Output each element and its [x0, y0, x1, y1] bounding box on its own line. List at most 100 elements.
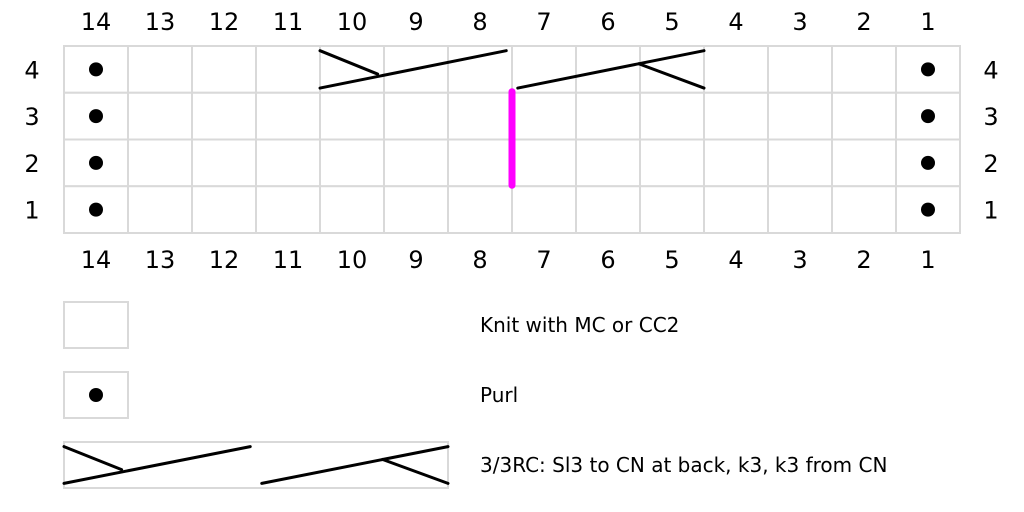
chart-cell	[511, 91, 577, 141]
col-number-top: 12	[209, 8, 240, 36]
col-number-top: 2	[856, 8, 871, 36]
col-number-top: 4	[728, 8, 743, 36]
legend: Knit with MC or CC2 Purl 3/3RC: Sl3 to CN …	[62, 301, 887, 489]
col-number-bottom: 5	[664, 246, 679, 274]
col-number-top: 7	[536, 8, 551, 36]
chart-cell	[703, 138, 769, 188]
chart-cell	[191, 138, 257, 188]
chart-cell	[703, 91, 769, 141]
col-number-top: 8	[472, 8, 487, 36]
chart-cell	[127, 185, 193, 234]
purl-dot	[89, 109, 103, 124]
chart-cell	[255, 185, 321, 234]
chart-cell	[703, 45, 769, 94]
chart-cell	[575, 138, 641, 188]
legend-swatch	[63, 301, 129, 349]
chart-cell	[703, 185, 769, 234]
chart-cell	[511, 45, 577, 94]
chart-cell	[447, 185, 513, 234]
chart-cell	[639, 138, 705, 188]
legend-label: Knit with MC or CC2	[480, 313, 679, 337]
col-number-bottom: 3	[792, 246, 807, 274]
col-number-bottom: 10	[337, 246, 368, 274]
col-number-bottom: 14	[81, 246, 112, 274]
chart-cell	[255, 138, 321, 188]
col-number-top: 14	[81, 8, 112, 36]
chart-cell	[127, 91, 193, 141]
chart-cell	[127, 45, 193, 94]
col-number-bottom: 6	[600, 246, 615, 274]
chart-cell	[831, 185, 897, 234]
row-number-left: 4	[24, 56, 39, 84]
chart-cell	[447, 138, 513, 188]
purl-dot	[921, 62, 935, 77]
col-number-bottom: 2	[856, 246, 871, 274]
row-number-right: 2	[983, 150, 998, 178]
col-number-top: 10	[337, 8, 368, 36]
chart-cell	[767, 45, 833, 94]
chart-cell	[191, 185, 257, 234]
purl-dot	[89, 155, 103, 170]
chart-cell	[575, 91, 641, 141]
purl-dot	[921, 202, 935, 217]
chart-cell	[447, 45, 513, 94]
legend-item: Knit with MC or CC2	[63, 301, 679, 349]
col-number-top: 5	[664, 8, 679, 36]
row-number-right: 4	[983, 56, 998, 84]
legend-swatch	[63, 441, 449, 489]
chart-cell	[191, 91, 257, 141]
purl-dot	[921, 109, 935, 124]
col-number-bottom: 4	[728, 246, 743, 274]
chart-cell	[255, 45, 321, 94]
chart-cell	[319, 185, 385, 234]
chart-symbols	[89, 49, 935, 217]
col-number-bottom: 7	[536, 246, 551, 274]
col-number-top: 11	[273, 8, 304, 36]
col-number-top: 1	[920, 8, 935, 36]
chart-cell	[191, 45, 257, 94]
legend-item: 3/3RC: Sl3 to CN at back, k3, k3 from CN	[62, 441, 887, 489]
col-number-top: 13	[145, 8, 176, 36]
chart-cell	[575, 185, 641, 234]
chart-cell	[767, 91, 833, 141]
chart-cell	[639, 91, 705, 141]
row-number-left: 2	[24, 150, 39, 178]
legend-item: Purl	[63, 371, 518, 419]
legend-label: Purl	[480, 383, 518, 407]
chart-cell	[831, 91, 897, 141]
chart-cell	[895, 45, 961, 94]
col-number-top: 3	[792, 8, 807, 36]
purl-dot	[921, 155, 935, 170]
chart-cell	[255, 91, 321, 141]
chart-cell	[639, 185, 705, 234]
chart-cell	[511, 185, 577, 234]
chart-cell	[767, 138, 833, 188]
row-number-left: 3	[24, 103, 39, 131]
chart-cell	[767, 185, 833, 234]
col-number-top: 9	[408, 8, 423, 36]
row-number-right: 3	[983, 103, 998, 131]
chart-cell	[831, 138, 897, 188]
chart-cell	[831, 45, 897, 94]
chart-cell	[127, 138, 193, 188]
col-number-bottom: 1	[920, 246, 935, 274]
row-number-right: 1	[983, 197, 998, 225]
purl-dot	[89, 202, 103, 217]
cable-symbol	[318, 49, 706, 90]
row-number-left: 1	[24, 197, 39, 225]
col-number-bottom: 8	[472, 246, 487, 274]
chart-cell	[319, 91, 385, 141]
chart-grid	[63, 45, 961, 234]
chart-cell	[383, 185, 449, 234]
legend-cable-symbol	[62, 445, 450, 485]
legend-label: 3/3RC: Sl3 to CN at back, k3, k3 from CN	[480, 453, 887, 477]
chart-cell	[511, 138, 577, 188]
col-number-top: 6	[600, 8, 615, 36]
col-number-bottom: 11	[273, 246, 304, 274]
col-number-bottom: 13	[145, 246, 176, 274]
col-number-bottom: 9	[408, 246, 423, 274]
legend-purl-dot	[89, 388, 103, 402]
chart-cell	[319, 138, 385, 188]
chart-cell	[383, 91, 449, 141]
